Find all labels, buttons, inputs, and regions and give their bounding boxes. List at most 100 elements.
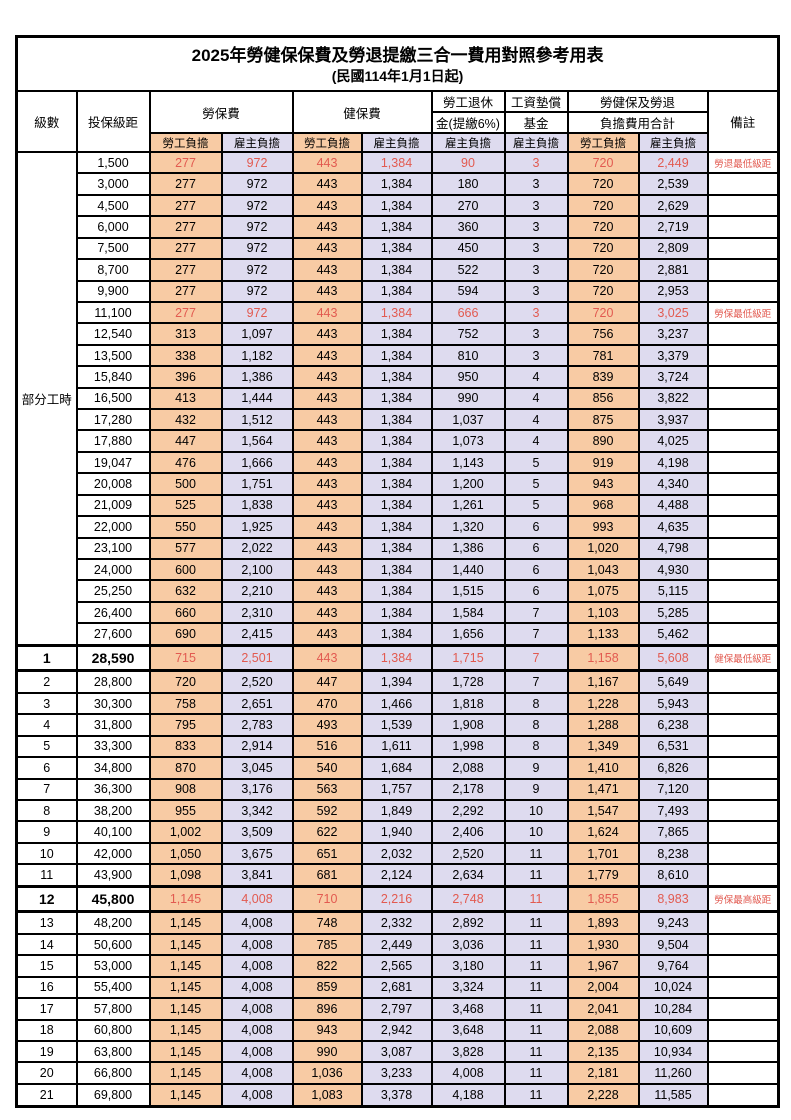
wage-fund-employer-cell: 3 xyxy=(503,258,569,282)
health-worker-cell: 443 xyxy=(291,215,363,239)
health-employer-cell: 3,378 xyxy=(360,1082,433,1108)
remark-cell xyxy=(706,600,780,625)
subheader-labor-worker: 勞工負擔 xyxy=(148,132,223,153)
total-employer-cell: 2,953 xyxy=(637,279,709,303)
health-worker-cell: 443 xyxy=(291,600,363,625)
labor-employer-cell: 1,751 xyxy=(220,472,294,496)
remark-cell xyxy=(706,910,780,935)
total-worker-cell: 1,020 xyxy=(566,536,640,561)
health-employer-cell: 1,394 xyxy=(360,669,433,694)
bracket-cell: 20,008 xyxy=(75,472,151,496)
remark-cell: 勞保最低級距 xyxy=(706,300,780,325)
labor-worker-cell: 338 xyxy=(148,343,223,368)
total-worker-cell: 919 xyxy=(566,450,640,475)
bracket-cell: 23,100 xyxy=(75,536,151,561)
pension-employer-cell: 4,188 xyxy=(430,1082,506,1108)
health-worker-cell: 990 xyxy=(291,1040,363,1064)
health-worker-cell: 943 xyxy=(291,1018,363,1043)
labor-worker-cell: 277 xyxy=(148,150,223,175)
health-worker-cell: 443 xyxy=(291,450,363,475)
col-header-total-line2: 負擔費用合計 xyxy=(566,111,709,134)
health-worker-cell: 622 xyxy=(291,820,363,844)
total-employer-cell: 9,764 xyxy=(637,954,709,978)
pension-employer-cell: 1,320 xyxy=(430,515,506,539)
level-cell: 19 xyxy=(15,1040,78,1064)
table-row: 10 42,000 1,050 3,675 651 2,032 2,520 11 1,701 8,… xyxy=(15,841,780,866)
table-row: 26,400 660 2,310 443 1,384 1,584 7 1,103 5,285 xyxy=(17,600,780,625)
wage-fund-employer-cell: 6 xyxy=(503,579,569,603)
table-body: 部分工時 1,500 277 972 443 1,384 90 3 720 2,449 勞退最低級距… xyxy=(15,150,780,1108)
bracket-cell: 42,000 xyxy=(75,841,151,866)
health-worker-cell: 470 xyxy=(291,691,363,716)
total-employer-cell: 5,285 xyxy=(637,600,709,625)
wage-fund-employer-cell: 3 xyxy=(503,215,569,239)
page-title: 2025年勞健保保費及勞退提繳三合一費用對照參考用表 xyxy=(191,46,604,66)
pension-employer-cell: 3,180 xyxy=(430,954,506,978)
total-worker-cell: 1,701 xyxy=(566,841,640,866)
bracket-cell: 22,000 xyxy=(75,515,151,539)
labor-worker-cell: 1,145 xyxy=(148,1040,223,1064)
total-employer-cell: 5,649 xyxy=(637,669,709,694)
subheader-total-employer: 雇主負擔 xyxy=(637,132,709,153)
table-row: 3 30,300 758 2,651 470 1,466 1,818 8 1,228 5,943 xyxy=(15,691,780,716)
table-row: 24,000 600 2,100 443 1,384 1,440 6 1,043 4,930 xyxy=(17,557,780,582)
health-worker-cell: 443 xyxy=(291,493,363,518)
labor-employer-cell: 972 xyxy=(220,172,294,196)
total-worker-cell: 1,167 xyxy=(566,669,640,694)
total-employer-cell: 2,629 xyxy=(637,193,709,218)
pension-employer-cell: 2,892 xyxy=(430,910,506,935)
health-employer-cell: 1,849 xyxy=(360,799,433,823)
health-employer-cell: 1,757 xyxy=(360,777,433,802)
table-row: 9,900 277 972 443 1,384 594 3 720 2,953 xyxy=(17,279,780,303)
level-cell: 2 xyxy=(15,669,78,694)
table-row: 17,880 447 1,564 443 1,384 1,073 4 890 4,025 xyxy=(17,429,780,453)
pension-employer-cell: 1,037 xyxy=(430,408,506,432)
wage-fund-employer-cell: 8 xyxy=(503,734,569,759)
wage-fund-employer-cell: 9 xyxy=(503,756,569,780)
labor-employer-cell: 3,342 xyxy=(220,799,294,823)
level-cell: 6 xyxy=(15,756,78,780)
labor-worker-cell: 500 xyxy=(148,472,223,496)
labor-employer-cell: 2,100 xyxy=(220,557,294,582)
remark-cell xyxy=(706,450,780,475)
pension-employer-cell: 4,008 xyxy=(430,1061,506,1085)
health-employer-cell: 1,384 xyxy=(360,258,433,282)
premium-table: 2025年勞健保保費及勞退提繳三合一費用對照參考用表 (民國114年1月1日起)… xyxy=(15,35,781,1108)
wage-fund-employer-cell: 6 xyxy=(503,557,569,582)
level-cell: 17 xyxy=(15,997,78,1021)
wage-fund-employer-cell: 11 xyxy=(503,1018,569,1043)
total-worker-cell: 1,133 xyxy=(566,622,640,647)
wage-fund-employer-cell: 4 xyxy=(503,386,569,411)
table-row: 21,009 525 1,838 443 1,384 1,261 5 968 4,488 xyxy=(17,493,780,518)
level-cell: 3 xyxy=(15,691,78,716)
pension-employer-cell: 1,715 xyxy=(430,643,506,673)
bracket-cell: 60,800 xyxy=(75,1018,151,1043)
header-row-1: 級數 投保級距 勞保費 健保費 勞工退休 工資墊償 勞健保及勞退 備註 xyxy=(15,90,780,153)
labor-employer-cell: 972 xyxy=(220,300,294,325)
labor-worker-cell: 277 xyxy=(148,300,223,325)
health-employer-cell: 1,611 xyxy=(360,734,433,759)
remark-cell xyxy=(706,493,780,518)
health-worker-cell: 748 xyxy=(291,910,363,935)
total-employer-cell: 9,243 xyxy=(637,910,709,935)
health-worker-cell: 443 xyxy=(291,236,363,261)
wage-fund-employer-cell: 10 xyxy=(503,799,569,823)
bracket-cell: 28,800 xyxy=(75,669,151,694)
labor-employer-cell: 2,651 xyxy=(220,691,294,716)
labor-worker-cell: 476 xyxy=(148,450,223,475)
level-cell: 10 xyxy=(15,841,78,866)
total-employer-cell: 4,340 xyxy=(637,472,709,496)
health-employer-cell: 1,384 xyxy=(360,365,433,389)
premium-reference-sheet: 2025年勞健保保費及勞退提繳三合一費用對照參考用表 (民國114年1月1日起)… xyxy=(15,35,781,1108)
total-worker-cell: 856 xyxy=(566,386,640,411)
pension-employer-cell: 2,088 xyxy=(430,756,506,780)
bracket-cell: 69,800 xyxy=(75,1082,151,1108)
wage-fund-employer-cell: 3 xyxy=(503,172,569,196)
col-header-bracket: 投保級距 xyxy=(75,90,151,153)
health-employer-cell: 1,384 xyxy=(360,515,433,539)
health-employer-cell: 1,384 xyxy=(360,579,433,603)
total-employer-cell: 7,493 xyxy=(637,799,709,823)
health-employer-cell: 1,384 xyxy=(360,600,433,625)
pension-employer-cell: 2,178 xyxy=(430,777,506,802)
pension-employer-cell: 1,200 xyxy=(430,472,506,496)
